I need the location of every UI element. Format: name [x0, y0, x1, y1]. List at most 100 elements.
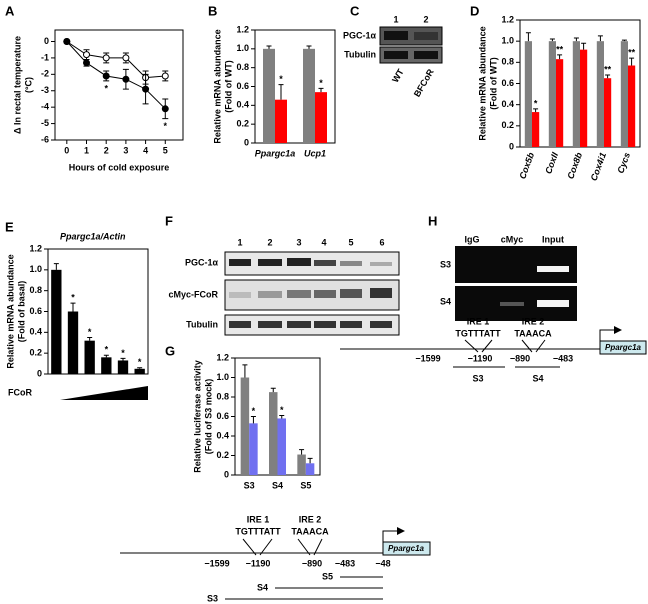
- tss-arrow: [382, 530, 397, 542]
- error-bar: [278, 84, 284, 100]
- y-tick-label: 1.0: [501, 36, 514, 46]
- band: [537, 300, 569, 307]
- blot: [224, 314, 400, 336]
- lane-label: 6: [379, 237, 384, 247]
- y-tick-label: 0.6: [501, 78, 514, 88]
- x-tick-label: 0: [64, 145, 69, 155]
- y-tick-label: 0.2: [29, 348, 42, 358]
- y-tick-label: -3: [41, 85, 49, 95]
- gene-box: [382, 541, 431, 556]
- significance: **: [628, 47, 636, 57]
- error-bar: [307, 457, 313, 464]
- error-bar: [87, 337, 93, 341]
- column-label: IgG: [465, 234, 480, 244]
- fragment-label: S5: [322, 571, 333, 581]
- fragment-label: S3: [207, 593, 218, 603]
- bar: [524, 41, 532, 147]
- panel-label: D: [470, 3, 479, 18]
- plot-frame: [54, 29, 184, 141]
- error-bar: [299, 449, 305, 455]
- connector: [259, 538, 273, 556]
- sample-label: BFCoR: [412, 67, 436, 99]
- y-tick-label: 0.2: [236, 119, 249, 129]
- data-point: [102, 54, 110, 62]
- ire-label: IRE 1: [247, 514, 270, 524]
- y-tick-label: 0: [37, 368, 42, 378]
- row-label: S3: [440, 259, 451, 269]
- connector: [481, 339, 493, 353]
- ire-label: IRE 1: [467, 316, 490, 326]
- y-axis-label: (Fold of S3 mock): [203, 379, 213, 455]
- y-tick-label: 0.6: [236, 81, 249, 91]
- row-label: Tubulin: [186, 319, 218, 329]
- panel-label: B: [208, 3, 217, 18]
- band: [414, 51, 438, 59]
- band: [500, 302, 524, 306]
- connector: [297, 538, 311, 556]
- x-tick-label: S5: [300, 480, 311, 490]
- y-tick-label: 1.2: [216, 352, 229, 362]
- position-label: −48: [375, 558, 390, 568]
- x-axis-label: FCoR: [8, 387, 32, 397]
- connector: [242, 538, 257, 556]
- row-label: PGC-1α: [185, 257, 219, 267]
- position-label: −890: [510, 353, 530, 363]
- gel: [455, 246, 577, 283]
- tss-arrowhead: [614, 326, 622, 334]
- bar: [596, 41, 604, 147]
- column-label: cMyc: [501, 234, 524, 244]
- position-label: −1599: [204, 558, 229, 568]
- y-axis-label: Δ In rectal temperature: [12, 36, 22, 134]
- fragment-label: S4: [257, 582, 268, 592]
- y-tick-label: 0: [44, 36, 49, 46]
- error-bar: [621, 39, 627, 42]
- y-tick-label: 1.0: [216, 372, 229, 382]
- row-label: cMyc-FCoR: [168, 289, 218, 299]
- column-label: Input: [542, 234, 564, 244]
- series-line: [66, 41, 166, 110]
- bar: [277, 418, 286, 475]
- gene-box: [599, 340, 647, 355]
- x-tick-label: Cox4i1: [589, 151, 608, 182]
- y-tick-label: 1.0: [29, 264, 42, 274]
- y-tick-label: 0.4: [216, 430, 229, 440]
- error-bar: [70, 302, 76, 312]
- band: [537, 266, 569, 272]
- connector: [313, 538, 323, 556]
- y-tick-label: -4: [41, 102, 49, 112]
- bar: [580, 49, 588, 148]
- x-tick-label: 2: [104, 145, 109, 155]
- band: [384, 51, 408, 59]
- data-point: [63, 37, 71, 45]
- error-bar: [120, 357, 126, 361]
- bar: [117, 360, 129, 374]
- error-bar: [266, 45, 272, 49]
- y-axis-label: (Fold of WT): [488, 57, 498, 109]
- bands: [229, 288, 392, 298]
- data-point: [161, 72, 169, 80]
- bar: [84, 340, 95, 374]
- y-tick-label: 0.8: [29, 285, 42, 295]
- bar: [240, 377, 250, 475]
- panel-label: G: [165, 343, 175, 358]
- panel-label: E: [5, 219, 14, 234]
- y-tick-label: 0: [224, 469, 229, 479]
- x-tick-label: 3: [123, 145, 128, 155]
- position-label: −890: [302, 558, 322, 568]
- y-axis-label: Relative luciferase activity: [192, 360, 202, 473]
- error-bar: [306, 45, 312, 49]
- ire-label: IRE 2: [299, 514, 322, 524]
- x-axis-label: Hours of cold exposure: [69, 162, 170, 172]
- lane-label: 2: [423, 14, 428, 24]
- data-point: [142, 85, 150, 93]
- y-axis-label: (Fold of basal): [16, 281, 26, 343]
- y-axis-label: Relative mRNA abundance: [212, 29, 222, 143]
- y-tick-label: 0.8: [236, 62, 249, 72]
- bar: [628, 65, 636, 147]
- y-axis-label: (Fold of WT): [223, 60, 233, 112]
- significance: *: [105, 345, 109, 355]
- lane-label: 2: [267, 237, 272, 247]
- y-tick-label: -1: [41, 52, 49, 62]
- y-tick-label: 0.6: [29, 306, 42, 316]
